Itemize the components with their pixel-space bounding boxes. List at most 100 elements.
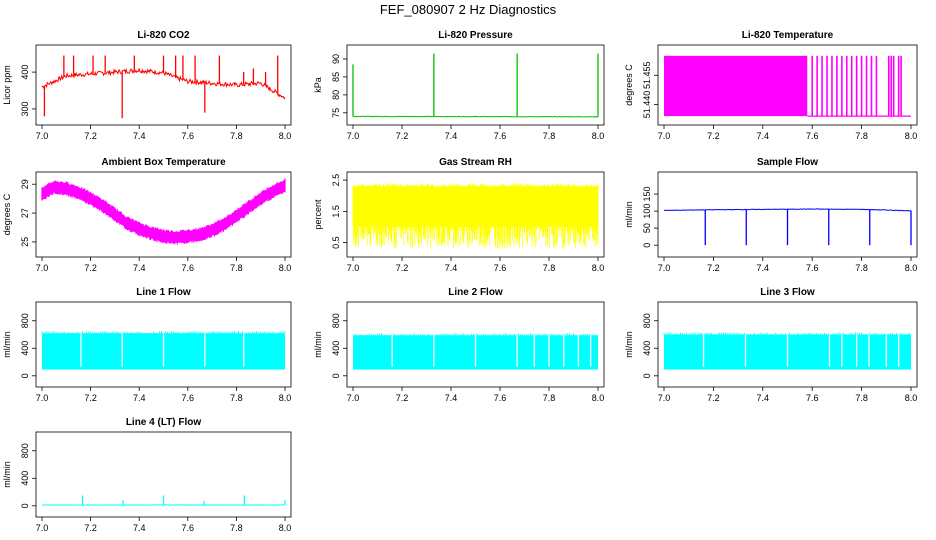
x-tick-label: 7.6: [494, 131, 507, 141]
chart-title: Gas Stream RH: [439, 157, 512, 168]
y-tick-label: 150: [642, 187, 652, 202]
y-axis-label: kPa: [313, 77, 323, 93]
plot-area: [41, 178, 286, 245]
x-tick-label: 7.8: [230, 263, 243, 273]
y-tick-label: 400: [642, 341, 652, 356]
y-tick-label: 800: [642, 313, 652, 328]
x-tick-label: 7.8: [855, 263, 868, 273]
x-tick-label: 7.2: [396, 263, 409, 273]
x-tick-label: 7.0: [36, 263, 49, 273]
y-tick-label: 85: [331, 72, 341, 82]
x-tick-label: 7.2: [84, 523, 97, 533]
x-tick-label: 8.0: [592, 393, 605, 403]
y-axis-label: ml/min: [2, 331, 12, 358]
plot-area: [352, 183, 599, 249]
x-tick-label: 7.2: [84, 393, 97, 403]
chart-line3-flow: Line 3 Flow ml/min 7.0 7.2 7.4 7.6 7.8 8.0 0 400 8…: [624, 287, 918, 403]
chart-title: Sample Flow: [757, 157, 818, 168]
plot-frame: [346, 301, 605, 388]
y-tick-label: 400: [331, 341, 341, 356]
x-tick-label: 7.0: [36, 523, 49, 533]
chart-li820-temperature: Li-820 Temperature degrees C 7.0 7.2 7.4 7.6 7…: [624, 30, 918, 141]
y-tick-label: 29: [20, 179, 30, 189]
x-tick-label: 7.4: [757, 263, 770, 273]
x-tick-label: 7.2: [707, 263, 720, 273]
x-tick-label: 7.8: [230, 523, 243, 533]
y-tick-label: 0: [331, 373, 341, 378]
plot-frame: [35, 431, 292, 518]
figure-title: FEF_080907 2 Hz Diagnostics: [379, 2, 557, 17]
chart-title: Li-820 CO2: [137, 30, 190, 41]
y-axis-label: percent: [313, 199, 323, 230]
plot-frame: [35, 301, 292, 388]
x-tick-label: 7.2: [84, 131, 97, 141]
y-axis-label: degrees C: [624, 64, 634, 106]
x-tick-label: 7.8: [230, 393, 243, 403]
plot-area: [41, 331, 286, 370]
plot-area: [42, 495, 286, 506]
plot-frame: [657, 44, 918, 126]
y-tick-label: 0: [20, 373, 30, 378]
x-tick-label: 7.4: [445, 131, 458, 141]
y-tick-label: 90: [331, 54, 341, 64]
x-tick-label: 8.0: [905, 131, 918, 141]
plot-area: [352, 53, 599, 118]
x-tick-label: 7.0: [36, 393, 49, 403]
x-tick-label: 7.8: [855, 131, 868, 141]
x-tick-label: 7.4: [445, 263, 458, 273]
plot-frame: [346, 44, 605, 126]
chart-title: Ambient Box Temperature: [101, 157, 226, 168]
y-tick-label: 27: [20, 208, 30, 218]
chart-line2-flow: Line 2 Flow ml/min 7.0 7.2 7.4 7.6 7.8 8.0 0 400 8…: [313, 287, 605, 403]
plot-area: [352, 333, 599, 370]
x-tick-label: 7.4: [445, 393, 458, 403]
chart-gas-stream-rh: Gas Stream RH percent 7.0 7.2 7.4 7.6 7.8 8.0 0.…: [313, 157, 605, 273]
x-tick-label: 7.4: [757, 393, 770, 403]
x-tick-label: 7.8: [855, 393, 868, 403]
x-tick-label: 8.0: [279, 131, 292, 141]
y-tick-label: 2.5: [331, 174, 341, 187]
chart-title: Line 1 Flow: [136, 287, 191, 298]
x-tick-label: 7.2: [707, 131, 720, 141]
y-axis-label: Licor ppm: [2, 65, 12, 105]
data-series-top: [352, 333, 599, 336]
y-tick-label: 0: [642, 243, 652, 248]
data-series-top: [663, 332, 912, 335]
y-tick-label: 100: [642, 204, 652, 219]
plot-area: [41, 55, 286, 119]
y-tick-label: 800: [331, 313, 341, 328]
x-tick-label: 7.2: [396, 393, 409, 403]
x-tick-label: 7.4: [133, 393, 146, 403]
plot-frame: [35, 171, 292, 258]
x-tick-label: 7.2: [84, 263, 97, 273]
x-tick-label: 7.0: [658, 263, 671, 273]
x-tick-label: 7.4: [133, 263, 146, 273]
chart-title: Line 4 (LT) Flow: [126, 417, 202, 428]
x-tick-label: 7.6: [806, 131, 819, 141]
x-tick-label: 7.0: [347, 393, 360, 403]
y-tick-label: 0: [20, 503, 30, 508]
x-tick-label: 8.0: [592, 131, 605, 141]
plot-frame: [657, 171, 918, 258]
x-tick-label: 7.6: [806, 393, 819, 403]
plot-area: [663, 332, 912, 370]
x-tick-label: 7.4: [133, 131, 146, 141]
chart-title: Li-820 Temperature: [742, 30, 834, 41]
x-tick-label: 7.0: [36, 131, 49, 141]
x-tick-label: 7.0: [347, 263, 360, 273]
y-axis-label: degrees C: [2, 193, 12, 235]
data-series: [41, 178, 286, 245]
x-tick-label: 8.0: [905, 393, 918, 403]
chart-line1-flow: Line 1 Flow ml/min 7.0 7.2 7.4 7.6 7.8 8.0 0 400 8…: [2, 287, 292, 403]
x-tick-label: 7.6: [182, 263, 195, 273]
y-axis-label: ml/min: [624, 201, 634, 228]
chart-title: Line 2 Flow: [448, 287, 503, 298]
plot-frame: [346, 171, 605, 258]
x-tick-label: 7.2: [707, 393, 720, 403]
x-tick-label: 7.6: [182, 131, 195, 141]
y-tick-label: 75: [331, 108, 341, 118]
y-tick-label: 50: [642, 223, 652, 233]
y-tick-label: 400: [20, 341, 30, 356]
chart-title: Line 3 Flow: [760, 287, 815, 298]
